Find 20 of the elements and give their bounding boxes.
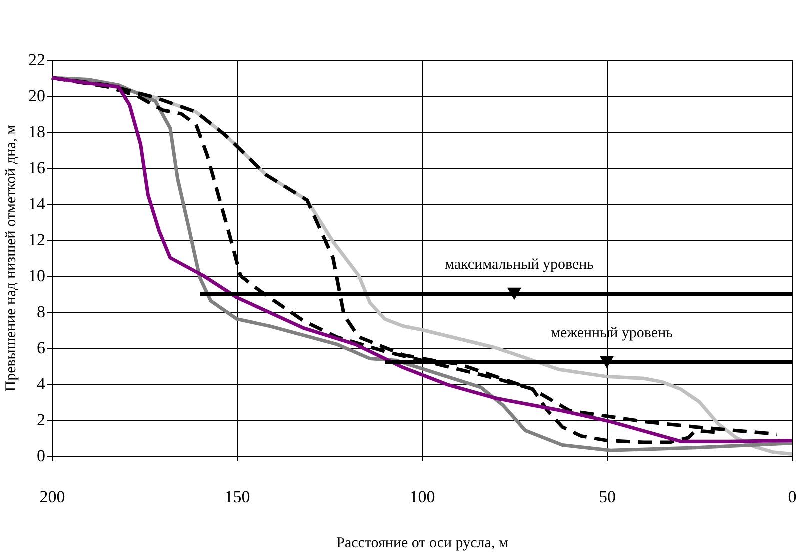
y-tick-label: 2 [37,410,46,430]
y-tick-label: 12 [28,230,46,250]
y-tick-label: 20 [28,86,46,106]
y-axis-title: Превышение над низшей отметкой дна, м [4,124,20,392]
y-tick-label: 8 [37,302,46,322]
x-tick-label: 50 [599,488,616,506]
y-tick-label: 22 [28,50,46,70]
x-tick-label: 150 [224,488,250,506]
y-tick-label: 16 [28,158,46,178]
annotation: максимальный уровень [444,257,594,273]
y-tick-label: 10 [28,266,46,286]
y-tick-label: 4 [37,374,46,394]
x-tick-label: 0 [788,488,797,506]
x-tick-label: 100 [410,488,436,506]
x-tick-label: 200 [40,488,66,506]
y-tick-label: 14 [28,194,46,214]
y-tick-label: 18 [28,122,46,142]
y-tick-label: 6 [37,338,46,358]
x-axis-title: Расстояние от оси русла, м [336,536,509,552]
y-tick-label: 0 [37,446,46,466]
